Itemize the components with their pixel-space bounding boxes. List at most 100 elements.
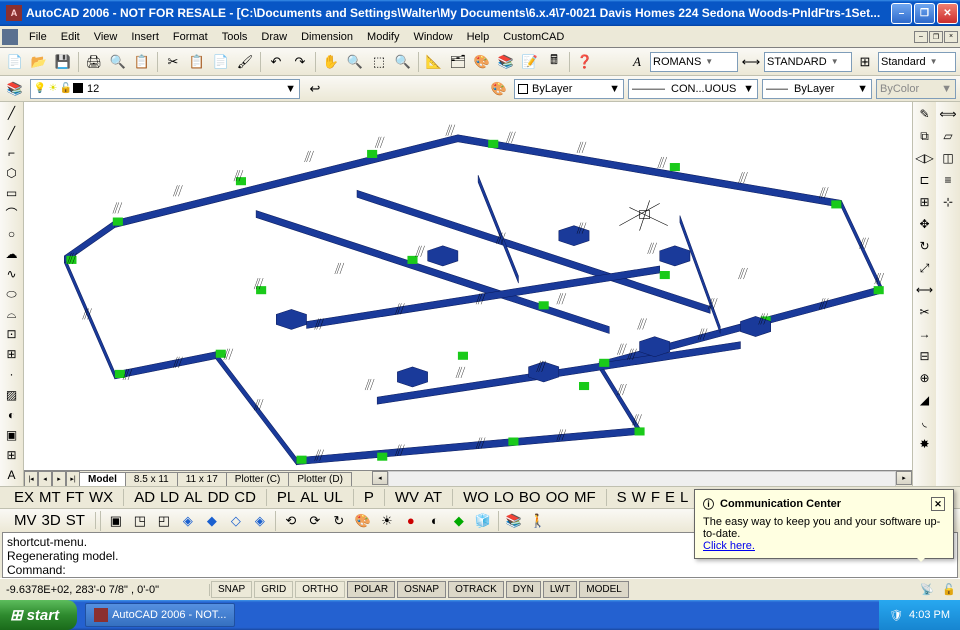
- zoom-rt-button[interactable]: 🔍: [344, 51, 366, 73]
- layout-tab[interactable]: Model: [79, 472, 126, 486]
- cmd-3d[interactable]: 3D: [40, 512, 63, 529]
- cmd-cd[interactable]: CD: [232, 489, 258, 506]
- cmd-f[interactable]: F: [649, 489, 662, 506]
- print-button[interactable]: 🖨: [83, 51, 105, 73]
- revcloud-tool[interactable]: ☁: [2, 245, 22, 263]
- cmd-oo[interactable]: OO: [544, 489, 571, 506]
- circle-tool[interactable]: ○: [2, 225, 22, 243]
- lineweight-combo[interactable]: ——ByLayer▼: [762, 79, 872, 99]
- cmd-pl[interactable]: PL: [275, 489, 297, 506]
- preview-button[interactable]: 🔍: [107, 51, 129, 73]
- extend-tool[interactable]: →: [915, 324, 935, 344]
- region-tool[interactable]: ▣: [2, 426, 22, 444]
- copy-tool[interactable]: ⧉: [915, 126, 935, 146]
- lock-status-icon[interactable]: 🔓: [938, 579, 960, 601]
- rotate-tool[interactable]: ↻: [915, 236, 935, 256]
- color-combo[interactable]: ByLayer▼: [514, 79, 624, 99]
- layout-tab[interactable]: 8.5 x 11: [125, 472, 178, 486]
- open-button[interactable]: 📂: [28, 51, 50, 73]
- arc-tool[interactable]: ⌒: [2, 205, 22, 223]
- menu-file[interactable]: File: [22, 29, 54, 45]
- layer-combo[interactable]: 💡 ☀ 🔓 12 ▼: [30, 79, 300, 99]
- walk-icon[interactable]: 🚶: [527, 510, 549, 532]
- cmd-ul[interactable]: UL: [322, 489, 345, 506]
- line-tool[interactable]: ╱: [2, 104, 22, 122]
- hatch-tool[interactable]: ▨: [2, 386, 22, 404]
- dim-style-icon[interactable]: ⟷: [740, 51, 762, 73]
- point-tool[interactable]: ·: [2, 365, 22, 383]
- cmd-ld[interactable]: LD: [158, 489, 181, 506]
- start-button[interactable]: ⊞start: [0, 600, 77, 630]
- undo-button[interactable]: ↶: [265, 51, 287, 73]
- erase-tool[interactable]: ✎: [915, 104, 935, 124]
- layout-tab[interactable]: Plotter (C): [226, 472, 290, 486]
- break-tool[interactable]: ⊟: [915, 346, 935, 366]
- color-icon[interactable]: 🎨: [488, 78, 510, 100]
- iso3-icon[interactable]: ◇: [225, 510, 247, 532]
- menu-modify[interactable]: Modify: [360, 29, 406, 45]
- list-tool[interactable]: ≡: [938, 170, 958, 190]
- cmd-mt[interactable]: MT: [37, 489, 63, 506]
- tab-prev[interactable]: ◂: [38, 471, 52, 486]
- font-combo[interactable]: ROMANS▼: [650, 52, 738, 72]
- dcenter-button[interactable]: 🗂: [447, 51, 469, 73]
- markup-button[interactable]: 📝: [519, 51, 541, 73]
- polygon-tool[interactable]: ⬡: [2, 164, 22, 182]
- ellipse-arc-tool[interactable]: ⌓: [2, 305, 22, 323]
- cube2-icon[interactable]: ◰: [153, 510, 175, 532]
- cmd-w[interactable]: W: [630, 489, 648, 506]
- text-tool[interactable]: A: [2, 466, 22, 484]
- status-dyn[interactable]: DYN: [506, 581, 541, 598]
- menu-customcad[interactable]: CustomCAD: [496, 29, 571, 45]
- xline-tool[interactable]: ╱: [2, 124, 22, 142]
- cmd-ft[interactable]: FT: [64, 489, 86, 506]
- cmd-dd[interactable]: DD: [206, 489, 232, 506]
- zoom-window-button[interactable]: ⬚: [368, 51, 390, 73]
- explode-tool[interactable]: ✸: [915, 434, 935, 454]
- render1-icon[interactable]: 🎨: [352, 510, 374, 532]
- cmd-mv[interactable]: MV: [12, 512, 39, 529]
- mirror-tool[interactable]: ◁▷: [915, 148, 935, 168]
- render3-icon[interactable]: ●: [400, 510, 422, 532]
- tab-first[interactable]: |◂: [24, 471, 38, 486]
- render5-icon[interactable]: ◆: [448, 510, 470, 532]
- cmd-wx[interactable]: WX: [87, 489, 115, 506]
- trim-tool[interactable]: ✂: [915, 302, 935, 322]
- fillet-tool[interactable]: ◟: [915, 412, 935, 432]
- cmd-p[interactable]: P: [362, 489, 376, 506]
- copy-button[interactable]: 📋: [186, 51, 208, 73]
- model-viewport[interactable]: [24, 102, 912, 470]
- close-button[interactable]: ✕: [937, 3, 958, 24]
- cmd-bo[interactable]: BO: [517, 489, 543, 506]
- orbit1-icon[interactable]: ⟲: [280, 510, 302, 532]
- layout-tab[interactable]: Plotter (D): [288, 472, 352, 486]
- status-lwt[interactable]: LWT: [543, 581, 577, 598]
- cmd-l[interactable]: L: [678, 489, 690, 506]
- menu-insert[interactable]: Insert: [124, 29, 166, 45]
- comm-popup-link[interactable]: Click here.: [703, 540, 945, 552]
- render2-icon[interactable]: ☀: [376, 510, 398, 532]
- new-button[interactable]: 📄: [4, 51, 26, 73]
- mdi-restore[interactable]: ❐: [929, 31, 943, 43]
- table-style-icon[interactable]: ⊞: [854, 51, 876, 73]
- layout-tab[interactable]: 11 x 17: [177, 472, 227, 486]
- tab-last[interactable]: ▸|: [66, 471, 80, 486]
- orbit3-icon[interactable]: ↻: [328, 510, 350, 532]
- menu-tools[interactable]: Tools: [215, 29, 255, 45]
- layer-prev-button[interactable]: ↩: [304, 78, 326, 100]
- status-osnap[interactable]: OSNAP: [397, 581, 446, 598]
- scale-tool[interactable]: ⤢: [915, 258, 935, 278]
- status-otrack[interactable]: OTRACK: [448, 581, 504, 598]
- id-tool[interactable]: ⊹: [938, 192, 958, 212]
- orbit2-icon[interactable]: ⟳: [304, 510, 326, 532]
- stretch-tool[interactable]: ⟷: [915, 280, 935, 300]
- cmd-wv[interactable]: WV: [393, 489, 421, 506]
- dim-combo[interactable]: Standard▼: [878, 52, 956, 72]
- cmd-st[interactable]: ST: [64, 512, 87, 529]
- paste-button[interactable]: 📄: [210, 51, 232, 73]
- mdi-minimize[interactable]: –: [914, 31, 928, 43]
- sheet-set-button[interactable]: 📚: [495, 51, 517, 73]
- menu-view[interactable]: View: [87, 29, 125, 45]
- iso1-icon[interactable]: ◈: [177, 510, 199, 532]
- pline-tool[interactable]: ⌐: [2, 144, 22, 162]
